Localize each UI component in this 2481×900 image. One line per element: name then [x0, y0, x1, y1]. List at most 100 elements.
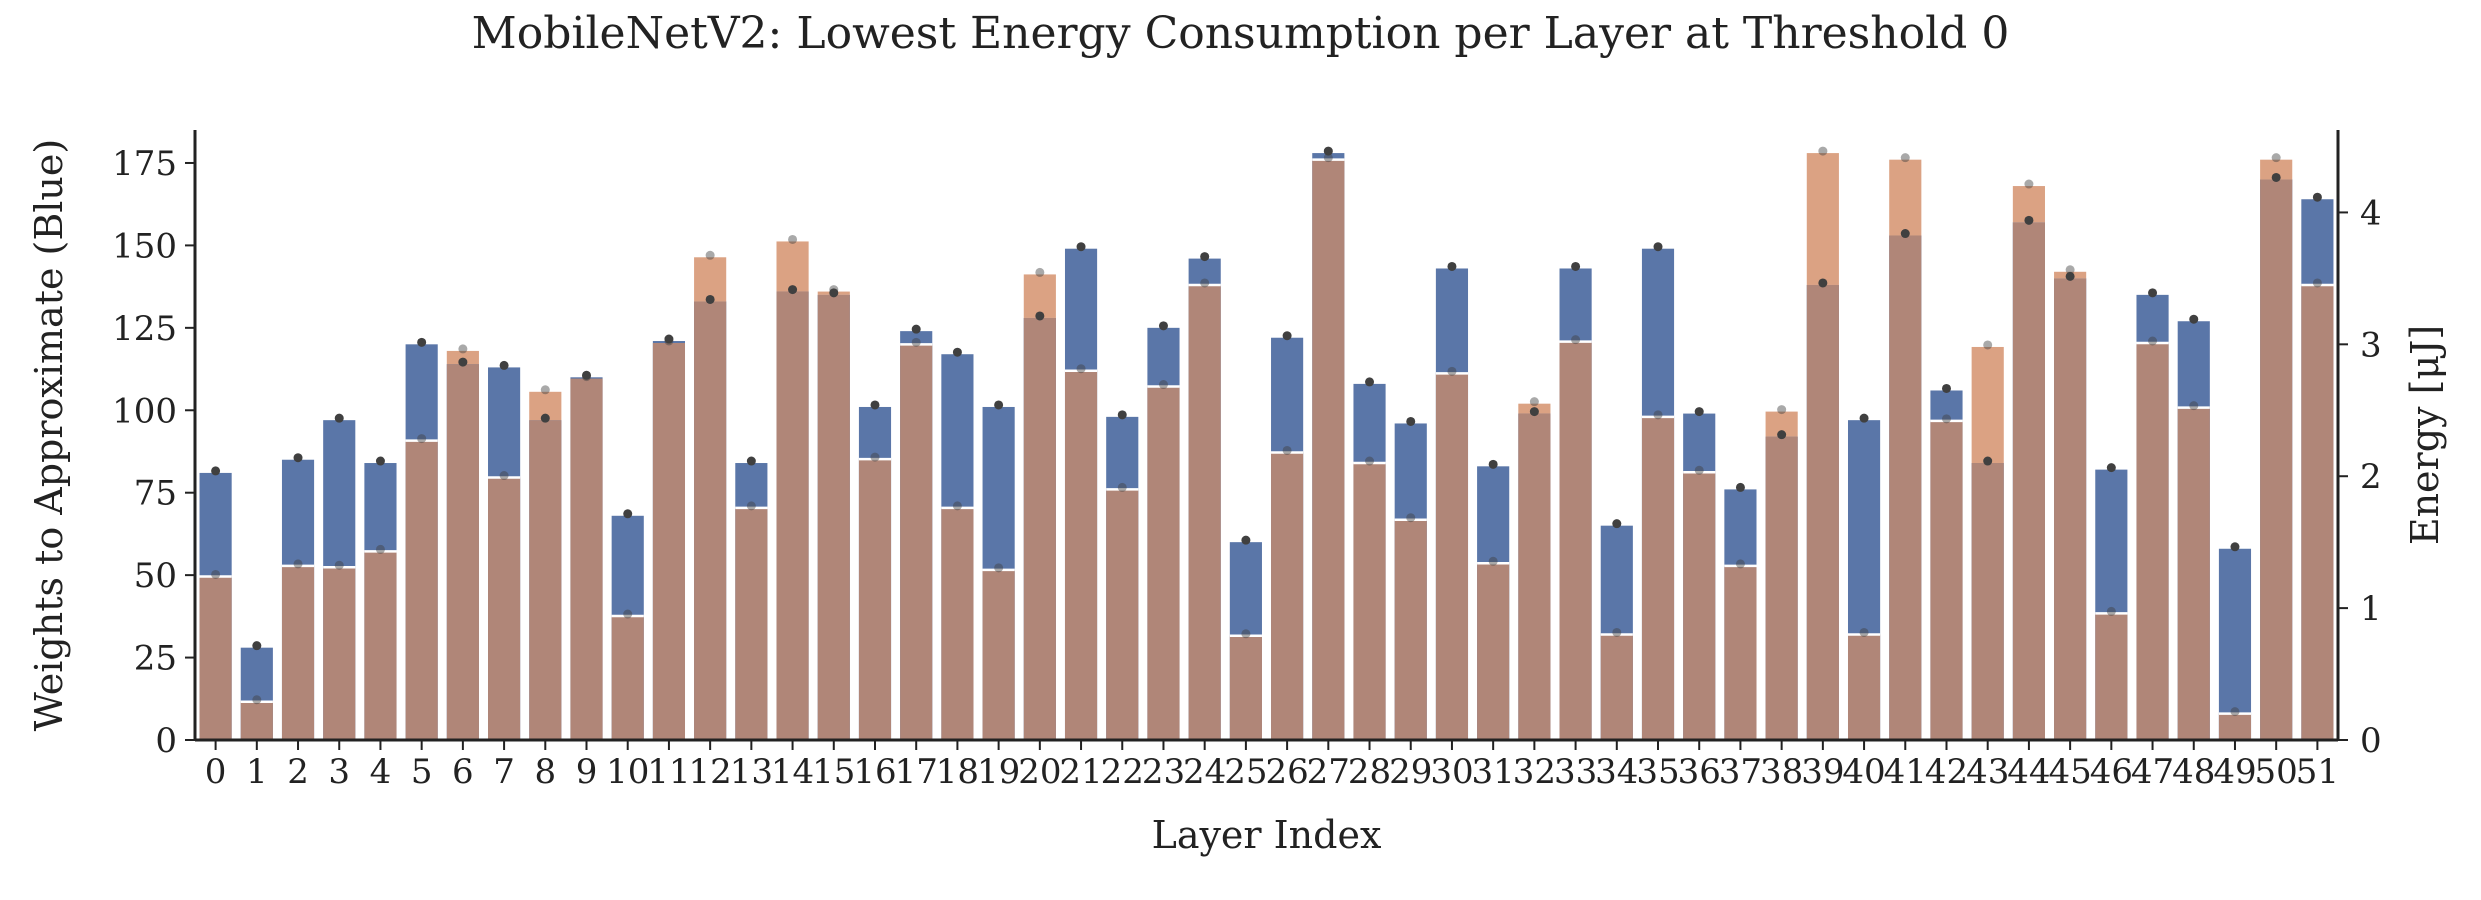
- energy-marker: [1818, 146, 1828, 156]
- energy-marker: [2106, 606, 2116, 616]
- y-right-tick-label: 3: [2360, 325, 2382, 365]
- energy-bar: [199, 576, 232, 740]
- x-tick-label: 17: [895, 752, 938, 792]
- weights-marker: [458, 357, 468, 367]
- weights-marker: [1117, 410, 1127, 420]
- energy-bar: [2301, 284, 2334, 740]
- x-tick-label: 33: [1554, 752, 1597, 792]
- energy-marker: [2148, 336, 2158, 346]
- weights-marker: [2312, 192, 2322, 202]
- energy-marker: [1900, 153, 1910, 163]
- energy-marker: [1035, 267, 1045, 277]
- y-left-tick-label: 75: [134, 474, 177, 514]
- energy-bar: [1806, 284, 1839, 740]
- energy-bar: [2136, 343, 2169, 740]
- energy-marker: [705, 250, 715, 260]
- x-tick-label: 9: [576, 752, 598, 792]
- weights-marker: [293, 453, 303, 463]
- energy-bar: [1023, 317, 1056, 740]
- energy-bar: [2012, 222, 2045, 740]
- weights-marker: [2065, 271, 2075, 281]
- x-tick-label: 47: [2131, 752, 2174, 792]
- energy-bar-excess: [1889, 159, 1922, 236]
- weights-marker: [1323, 146, 1333, 156]
- weights-marker: [1365, 377, 1375, 387]
- weights-marker: [1447, 261, 1457, 271]
- energy-bar-excess: [694, 257, 727, 302]
- x-tick-label: 32: [1513, 752, 1556, 792]
- weights-marker: [417, 337, 427, 347]
- y-right-tick-label: 1: [2360, 589, 2382, 629]
- energy-bar: [2095, 613, 2128, 740]
- energy-bar: [1188, 284, 1221, 740]
- x-tick-label: 38: [1760, 752, 1803, 792]
- weights-marker: [994, 400, 1004, 410]
- energy-bar: [240, 701, 273, 740]
- energy-marker: [623, 609, 633, 619]
- energy-bar: [1683, 472, 1716, 740]
- x-tick-label: 3: [328, 752, 350, 792]
- energy-bar: [488, 477, 521, 740]
- energy-bar: [405, 440, 438, 740]
- energy-marker: [664, 336, 674, 346]
- y-left-tick-label: 150: [112, 226, 177, 266]
- weights-marker: [623, 509, 633, 519]
- x-tick-label: 49: [2213, 752, 2256, 792]
- energy-bar: [1106, 489, 1139, 740]
- x-tick-label: 22: [1101, 752, 1144, 792]
- energy-marker: [1323, 153, 1333, 163]
- energy-marker: [211, 569, 221, 579]
- x-tick-label: 6: [452, 752, 474, 792]
- weights-marker: [870, 400, 880, 410]
- energy-marker: [582, 372, 592, 382]
- weights-marker: [499, 360, 509, 370]
- energy-marker: [1859, 627, 1869, 637]
- energy-bar: [1724, 565, 1757, 740]
- y-right-tick-label: 4: [2360, 193, 2382, 233]
- weights-marker: [540, 413, 550, 423]
- x-tick-label: 46: [2090, 752, 2133, 792]
- x-tick-label: 30: [1430, 752, 1473, 792]
- weights-marker: [1076, 242, 1086, 252]
- weights-marker: [582, 370, 592, 380]
- x-tick-label: 25: [1224, 752, 1267, 792]
- energy-bar: [694, 301, 727, 740]
- weights-marker: [2271, 172, 2281, 182]
- weights-marker: [2148, 288, 2158, 298]
- x-tick-label: 10: [606, 752, 649, 792]
- energy-marker: [1653, 410, 1663, 420]
- x-tick-label: 14: [771, 752, 814, 792]
- x-axis-title: Layer Index: [1152, 813, 1382, 857]
- energy-marker: [1735, 559, 1745, 569]
- energy-marker: [252, 695, 262, 705]
- weights-marker: [1200, 252, 1210, 262]
- x-tick-label: 42: [1925, 752, 1968, 792]
- energy-marker: [2230, 707, 2240, 717]
- x-tick-label: 7: [493, 752, 515, 792]
- weights-marker: [746, 456, 756, 466]
- energy-marker: [1076, 364, 1086, 374]
- x-tick-label: 51: [2296, 752, 2339, 792]
- x-tick-label: 0: [205, 752, 227, 792]
- axes-layer: 0 1 2 3 4 5 6 7 8 9 101112131415161718192021222324…: [112, 130, 2382, 792]
- weights-marker: [1694, 407, 1704, 417]
- energy-marker: [499, 471, 509, 481]
- y-right-tick-label: 2: [2360, 457, 2382, 497]
- energy-marker: [1158, 380, 1168, 390]
- energy-bar: [570, 378, 603, 740]
- energy-bar: [900, 344, 933, 740]
- energy-marker: [1612, 627, 1622, 637]
- energy-marker: [2065, 265, 2075, 275]
- energy-bar: [446, 364, 479, 740]
- weights-marker: [1735, 482, 1745, 492]
- energy-marker: [458, 344, 468, 354]
- weights-marker: [705, 294, 715, 304]
- x-tick-label: 18: [936, 752, 979, 792]
- y-axis-right-title: Energy [μJ]: [2403, 325, 2447, 545]
- energy-marker: [1200, 278, 1210, 288]
- x-tick-label: 16: [853, 752, 896, 792]
- energy-marker: [788, 234, 798, 244]
- energy-bar: [1477, 563, 1510, 740]
- energy-bar: [776, 291, 809, 740]
